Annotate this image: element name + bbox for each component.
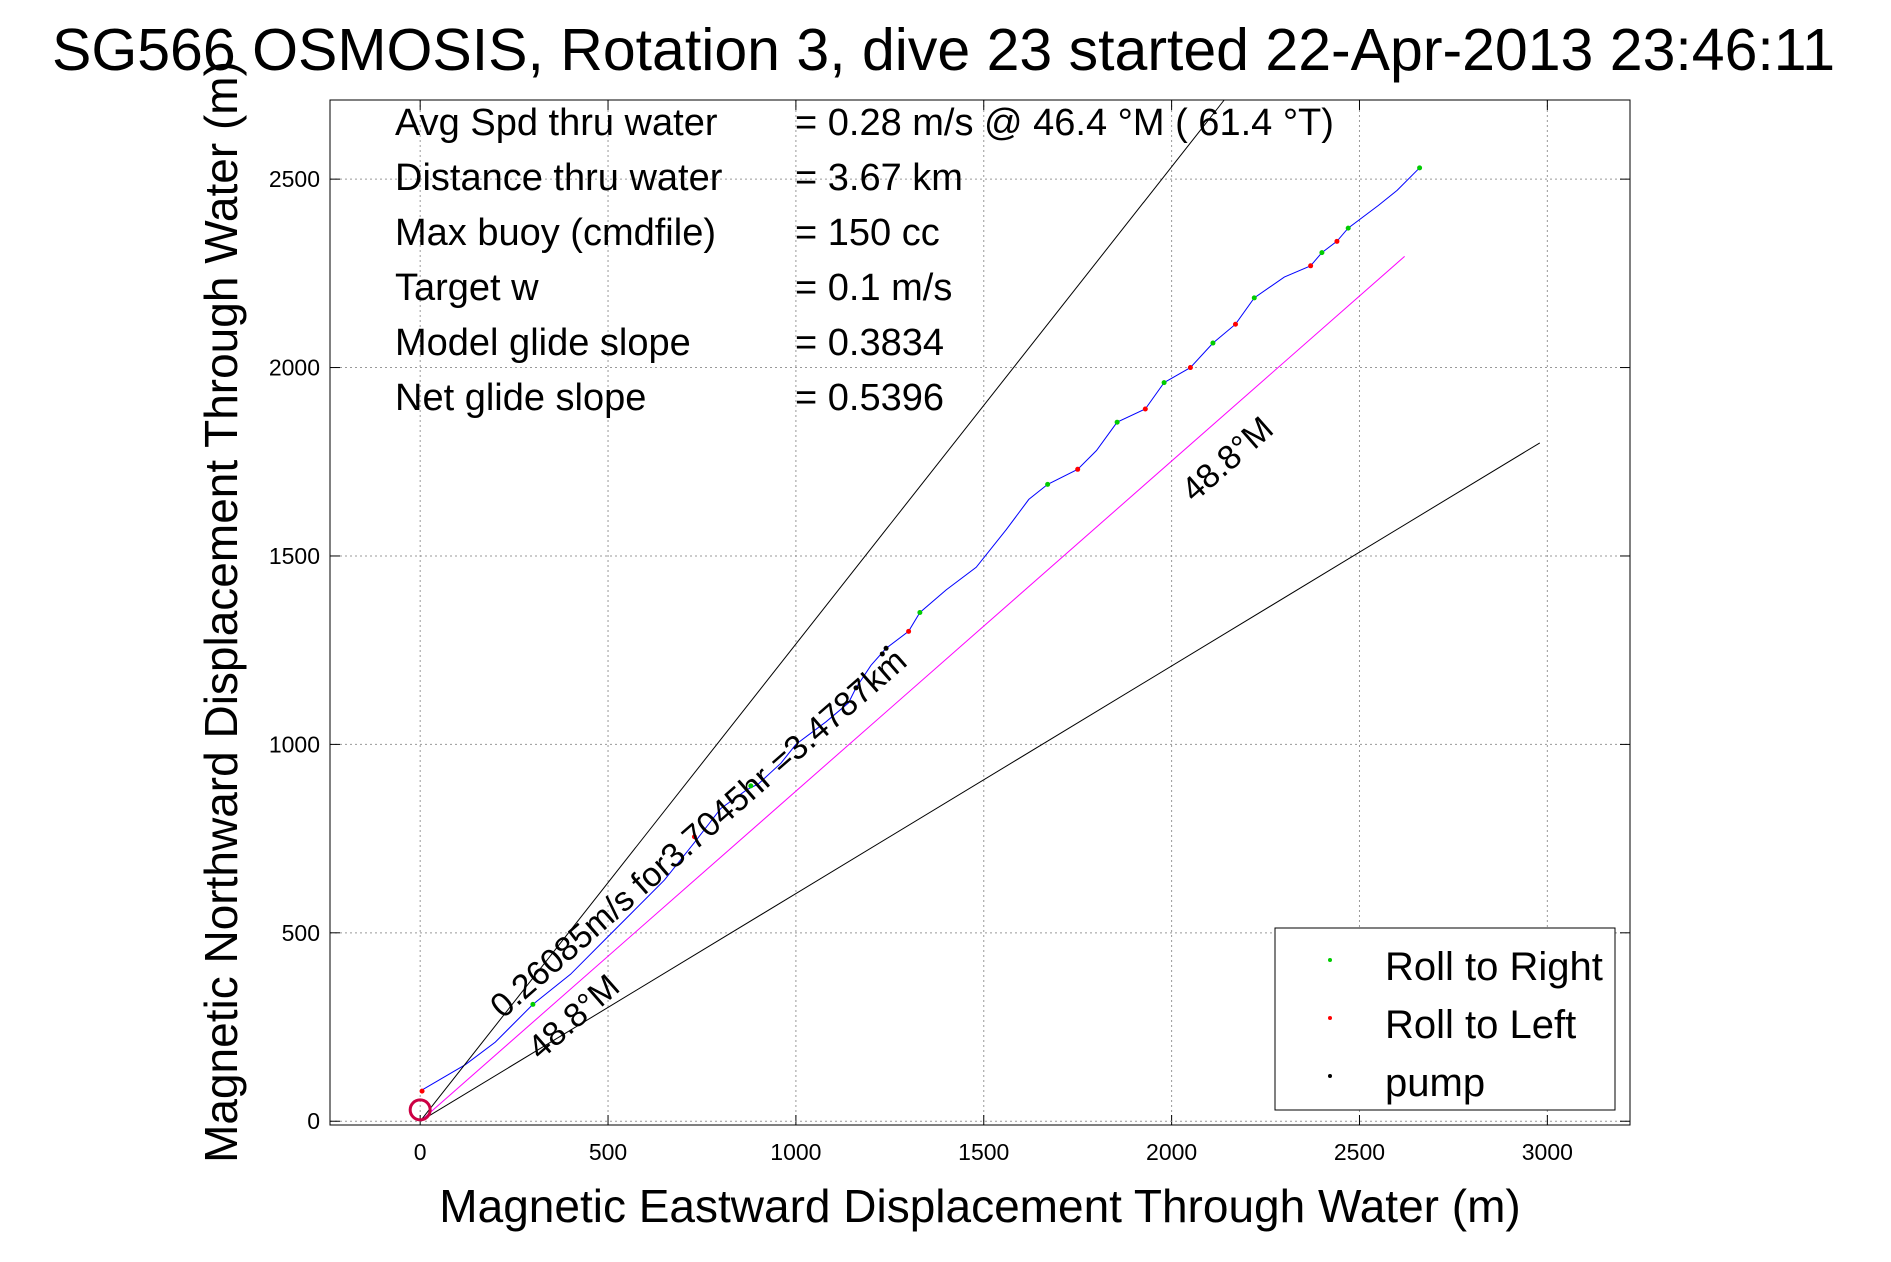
marker-roll-to-left xyxy=(1142,406,1148,412)
x-tick-label: 1000 xyxy=(770,1139,821,1165)
marker-roll-to-left xyxy=(1334,238,1340,244)
x-axis-label: Magnetic Eastward Displacement Through W… xyxy=(439,1180,1520,1232)
y-tick-label: 2500 xyxy=(269,166,320,192)
legend-marker-roll-left xyxy=(1328,1016,1332,1020)
marker-roll-to-right xyxy=(917,610,923,615)
start-position-circle xyxy=(408,1098,432,1122)
info-value-target-w: = 0.1 m/s xyxy=(795,267,952,309)
info-value-distance: = 3.67 km xyxy=(795,157,963,199)
legend-marker-roll-right xyxy=(1328,958,1332,962)
info-label-distance: Distance thru water xyxy=(395,157,723,199)
marker-roll-to-right xyxy=(1345,225,1351,231)
x-tick-label: 0 xyxy=(414,1139,427,1165)
marker-roll-to-right xyxy=(1251,295,1257,301)
marker-roll-to-right xyxy=(1114,419,1120,425)
legend-label-pump: pump xyxy=(1385,1061,1485,1105)
info-label-target-w: Target w xyxy=(395,267,539,309)
marker-pump xyxy=(879,651,885,657)
annotations: 0.26085m/s for3.7045hr =3.4787km 48.8°M … xyxy=(483,409,1281,1067)
info-value-net-glide: = 0.5396 xyxy=(795,377,944,419)
series-line-2 xyxy=(419,99,1225,1122)
x-tick-label: 2000 xyxy=(1146,1139,1197,1165)
marker-roll-to-right xyxy=(1417,165,1423,171)
y-tick-label: 1500 xyxy=(269,543,320,569)
info-label-net-glide: Net glide slope xyxy=(395,377,646,419)
marker-roll-to-right xyxy=(748,783,754,789)
marker-roll-to-right xyxy=(1319,250,1325,256)
info-value-max-buoy: = 150 cc xyxy=(795,212,940,254)
annotation-speed: 0.26085m/s for3.7045hr =3.4787km xyxy=(483,641,914,1025)
y-tick-label: 0 xyxy=(307,1108,320,1134)
y-tick-label: 1000 xyxy=(269,731,320,757)
marker-roll-to-left xyxy=(419,1088,425,1094)
marker-roll-to-right xyxy=(530,1001,536,1007)
x-tick-label: 1500 xyxy=(958,1139,1009,1165)
grid xyxy=(330,100,1630,1125)
marker-pump xyxy=(853,685,859,691)
annotation-heading-high: 48.8°M xyxy=(1174,409,1280,509)
info-box: Avg Spd thru water = 0.28 m/s @ 46.4 °M … xyxy=(395,102,1334,419)
series-lines xyxy=(419,99,1541,1122)
legend-label-roll-right: Roll to Right xyxy=(1385,945,1603,989)
marker-roll-to-left xyxy=(1187,365,1193,371)
marker-roll-to-right xyxy=(1045,481,1051,487)
x-tick-label: 2500 xyxy=(1334,1139,1385,1165)
chart-title: SG566 OSMOSIS, Rotation 3, dive 23 start… xyxy=(52,17,1835,83)
series-line-1 xyxy=(419,256,1405,1122)
marker-roll-to-left xyxy=(1075,466,1081,472)
y-axis-label: Magnetic Northward Displacement Through … xyxy=(195,61,247,1163)
series-line-3 xyxy=(419,442,1541,1122)
y-tick-label: 2000 xyxy=(269,355,320,381)
marker-roll-to-left xyxy=(1308,263,1314,269)
marker-pump xyxy=(883,645,889,651)
legend: Roll to Right Roll to Left pump xyxy=(1274,927,1616,1111)
marker-roll-to-right xyxy=(1210,340,1216,346)
info-label-max-buoy: Max buoy (cmdfile) xyxy=(395,212,716,254)
y-tick-label: 500 xyxy=(282,920,320,946)
legend-label-roll-left: Roll to Left xyxy=(1385,1003,1576,1047)
x-tick-label: 500 xyxy=(589,1139,627,1165)
info-label-avg-speed: Avg Spd thru water xyxy=(395,102,718,144)
tick-labels: 0 500 1000 1500 2000 2500 3000 0 500 1000 1500 2000… xyxy=(269,166,1573,1165)
info-value-model-glide: = 0.3834 xyxy=(795,322,944,364)
series-line-0 xyxy=(419,167,1420,1092)
info-value-avg-speed: = 0.28 m/s @ 46.4 °M ( 61.4 °T) xyxy=(795,102,1334,144)
plot-frame xyxy=(329,99,1631,1126)
x-tick-label: 3000 xyxy=(1522,1139,1573,1165)
legend-marker-pump xyxy=(1328,1074,1332,1078)
info-label-model-glide: Model glide slope xyxy=(395,322,691,364)
marker-roll-to-left xyxy=(906,628,912,634)
marker-roll-to-left xyxy=(1232,321,1238,327)
marker-roll-to-right xyxy=(1161,380,1167,386)
markers xyxy=(408,165,1423,1122)
marker-roll-to-left xyxy=(691,834,697,840)
